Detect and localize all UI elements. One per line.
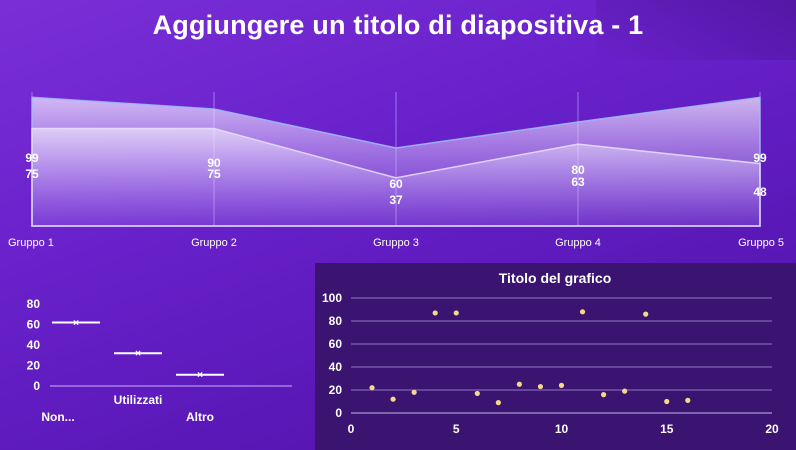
box-x-tick-label: Utilizzati	[114, 393, 163, 407]
scatter-point	[495, 400, 501, 406]
slide-title: Aggiungere un titolo di diapositiva - 1	[152, 10, 644, 40]
area-series-2	[31, 127, 761, 227]
scatter-point	[369, 385, 375, 391]
area-data-label: 99	[753, 151, 767, 165]
scatter-point	[516, 381, 522, 387]
scatter-x-tick-label: 20	[765, 422, 779, 436]
area-data-label: 75	[25, 167, 39, 181]
scatter-title: Titolo del grafico	[499, 270, 612, 286]
area-x-tick-label: Gruppo 4	[555, 237, 601, 249]
corner-shade	[596, 0, 796, 60]
scatter-point	[685, 397, 691, 403]
box-mean-marker: ×	[197, 370, 203, 381]
scatter-point	[411, 389, 417, 395]
area-series-group	[31, 96, 761, 227]
area-x-tick-label: Gruppo 5	[738, 237, 784, 249]
area-data-label: 80	[571, 163, 585, 177]
box-y-tick-label: 60	[27, 318, 41, 332]
area-data-label: 48	[753, 185, 767, 199]
scatter-y-tick-label: 100	[322, 291, 342, 305]
scatter-point	[453, 310, 459, 316]
box-y-tick-label: 0	[33, 379, 40, 393]
box-x-tick-label: Altro	[186, 410, 214, 424]
box-y-tick-label: 20	[27, 359, 41, 373]
box-x-tick-label: Non...	[41, 410, 74, 424]
area-x-tick-label: Gruppo 3	[373, 237, 419, 249]
area-data-label: 75	[207, 167, 221, 181]
box-marks: × × ×	[52, 318, 224, 381]
scatter-y-tick-label: 80	[329, 314, 343, 328]
box-chart: 0 20 40 60 80 × × × Non... Utilizzati Altro	[27, 297, 292, 424]
scatter-x-tick-label: 5	[453, 422, 460, 436]
scatter-point	[622, 388, 628, 394]
area-data-label: 63	[571, 175, 585, 189]
scatter-point	[390, 396, 396, 402]
scatter-point	[601, 392, 607, 398]
scatter-x-tick-labels: 0 5 10 15 20	[348, 422, 779, 436]
scatter-chart: Titolo del grafico 0 20 40 60 80 100 0 5 10 15 20	[322, 270, 779, 436]
scatter-x-tick-label: 15	[660, 422, 674, 436]
scatter-panel	[315, 263, 796, 450]
scatter-x-tick-label: 0	[348, 422, 355, 436]
box-mean-marker: ×	[73, 318, 79, 329]
area-x-tick-labels: Gruppo 1 Gruppo 2 Gruppo 3 Gruppo 4 Gruppo 5	[8, 237, 784, 249]
scatter-points	[369, 309, 691, 406]
scatter-point	[643, 311, 649, 317]
box-y-tick-label: 80	[27, 297, 41, 311]
area-x-tick-label: Gruppo 2	[191, 237, 237, 249]
scatter-y-tick-label: 0	[335, 406, 342, 420]
scatter-point	[537, 383, 544, 390]
area-data-label: 99	[25, 151, 39, 165]
scatter-y-tick-label: 20	[329, 383, 343, 397]
area-data-labels: 99 90 60 80 99 75 75 37 63 48	[25, 151, 767, 207]
scatter-y-tick-label: 60	[329, 337, 343, 351]
scatter-gridlines	[351, 297, 772, 414]
scatter-x-tick-label: 10	[555, 422, 569, 436]
box-x-tick-labels: Non... Utilizzati Altro	[41, 393, 214, 424]
box-y-tick-labels: 0 20 40 60 80	[27, 297, 41, 393]
scatter-point	[558, 382, 565, 388]
area-data-label: 90	[207, 156, 221, 170]
scatter-point	[579, 309, 586, 315]
scatter-y-tick-label: 40	[329, 360, 343, 374]
scatter-y-tick-labels: 0 20 40 60 80 100	[322, 291, 342, 420]
area-data-label: 60	[389, 177, 403, 191]
area-x-tick-label: Gruppo 1	[8, 237, 54, 249]
box-y-tick-label: 40	[27, 338, 41, 352]
box-mean-marker: ×	[135, 349, 141, 360]
scatter-point	[664, 398, 670, 405]
scatter-point	[474, 390, 480, 397]
area-data-label: 37	[389, 193, 403, 207]
scatter-point	[432, 310, 438, 316]
